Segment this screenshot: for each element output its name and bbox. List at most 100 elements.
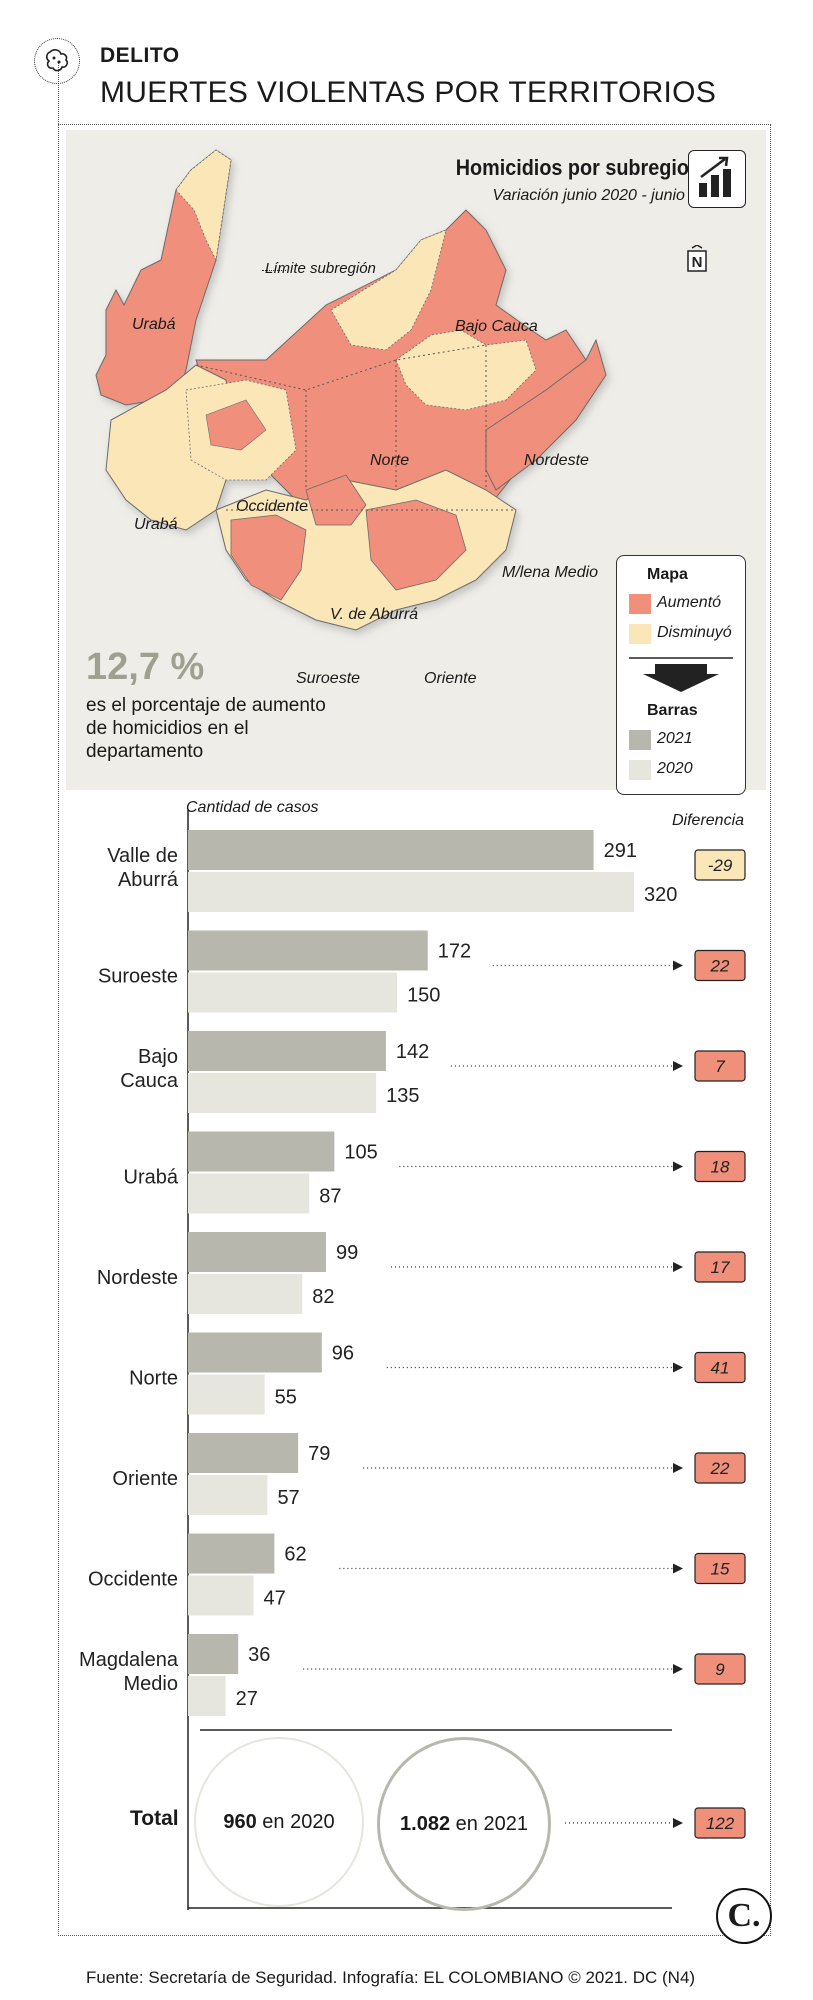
map-title: Homicidios por subregiones (455, 155, 723, 180)
bar-2021 (188, 1232, 326, 1272)
legend-2021-swatch (629, 730, 651, 750)
difference-value: 22 (710, 957, 730, 976)
bar-2021 (188, 830, 594, 870)
difference-badge (694, 1351, 746, 1384)
category-label: Suroeste (98, 966, 178, 988)
bar-2020 (188, 1475, 268, 1515)
total-2020-suffix: en 2020 (256, 1810, 335, 1833)
region-label-norte: Norte (370, 452, 410, 469)
bar-2020 (188, 1073, 377, 1113)
region-label-oriente: Oriente (424, 670, 477, 687)
summary-percentage: 12,7 % (86, 646, 205, 688)
arrow-icon (673, 1262, 683, 1272)
bar-2021 (188, 1031, 386, 1071)
value-label-2020: 135 (386, 1085, 419, 1107)
value-label-2021: 142 (396, 1041, 429, 1063)
arrow-icon (673, 960, 683, 971)
value-label-2021: 96 (332, 1343, 354, 1365)
category-label: Valle de Aburrá (107, 845, 179, 891)
difference-badge (694, 949, 746, 982)
region-label-suroeste: Suroeste (296, 670, 361, 687)
value-label-2021: 99 (336, 1242, 358, 1264)
value-label-2020: 27 (236, 1688, 258, 1710)
difference-value: 41 (711, 1359, 730, 1378)
total-2021-suffix: en 2021 (450, 1812, 528, 1835)
bar-2020 (188, 1173, 310, 1214)
region-label-bajo-cauca: Bajo Cauca (455, 318, 538, 335)
difference-badge (694, 1552, 746, 1585)
north-arrow-icon: N (686, 244, 708, 273)
difference-value: 9 (715, 1660, 725, 1679)
limit-legend-label: Límite subregión (265, 260, 376, 277)
region-magdalena-medio (485, 338, 607, 491)
bar-2021 (188, 1332, 322, 1373)
bar-2020 (188, 1676, 226, 1716)
brand-logo: C. (716, 1888, 772, 1944)
difference-value: 15 (711, 1560, 730, 1579)
region-label-nordeste: Nordeste (524, 452, 589, 469)
category-label: Magdalena Medio (79, 1649, 179, 1695)
value-label-2020: 150 (407, 985, 440, 1007)
axis-label: Cantidad de casos (186, 799, 319, 816)
legend-bars-heading: Barras (647, 702, 698, 719)
value-label-2020: 55 (275, 1387, 297, 1409)
region-bajo-cauca (330, 229, 447, 351)
difference-value: 7 (715, 1057, 725, 1076)
arrow-icon (673, 1362, 683, 1373)
difference-value: 22 (710, 1459, 730, 1478)
limit-legend-line (262, 270, 286, 271)
total-label: Total (130, 1807, 179, 1830)
bar-2021 (188, 1131, 335, 1172)
total-2021-circle: 1.082 en 2021 (377, 1737, 551, 1911)
difference-badge (694, 1452, 746, 1484)
arrow-icon (673, 1664, 683, 1674)
difference-value: -29 (708, 856, 733, 875)
legend-decrease-swatch (629, 624, 651, 644)
difference-badge (694, 1150, 746, 1183)
total-2020-circle: 960 en 2020 (194, 1737, 364, 1907)
bar-2020 (188, 1575, 254, 1616)
category-label: Oriente (112, 1468, 178, 1490)
region-label-occidente: Occidente (236, 498, 309, 515)
arrow-icon (673, 1161, 683, 1172)
bar-2021 (188, 1433, 299, 1473)
bar-2020 (188, 1374, 265, 1415)
legend-map-heading: Mapa (647, 566, 688, 583)
section-label: DELITO (100, 44, 180, 67)
legend-increase-label: Aumentó (657, 594, 722, 611)
region-suroeste (230, 514, 307, 601)
summary-text: es el porcentaje de aumento de homicidio… (86, 695, 326, 762)
total-arrow-icon (673, 1818, 683, 1828)
region-label-uraba-south: Urabá (134, 516, 178, 533)
total-difference-value: 122 (706, 1814, 735, 1833)
region-valle-aburra (305, 474, 367, 526)
bar-2021 (188, 1634, 239, 1674)
total-2021-value: 1.082 (400, 1812, 451, 1835)
region-label-valle-aburra: V. de Aburrá (330, 606, 419, 623)
category-label: Occidente (88, 1569, 178, 1591)
category-label: Urabá (124, 1167, 179, 1189)
antioquia-map (95, 149, 607, 631)
arrow-icon (673, 1463, 683, 1473)
value-label-2021: 291 (604, 840, 637, 862)
value-label-2021: 36 (248, 1644, 270, 1666)
legend-2020-label: 2020 (657, 760, 693, 777)
value-label-2020: 320 (644, 884, 677, 906)
difference-badge (694, 1653, 746, 1685)
bar-chart-icon (688, 150, 746, 208)
category-label: Bajo Cauca (120, 1046, 179, 1092)
region-oriente (365, 499, 467, 591)
crime-section-icon (34, 38, 80, 84)
value-label-2021: 62 (284, 1544, 306, 1566)
region-label-magdalena-medio: M/lena Medio (502, 564, 599, 581)
value-label-2021: 79 (308, 1443, 330, 1465)
difference-value: 17 (711, 1258, 730, 1277)
value-label-2020: 57 (277, 1487, 299, 1509)
legend-arrow-icon (629, 657, 733, 692)
legend: Mapa Aumentó Disminuyó Barras 2021 2020 (616, 555, 746, 795)
source-note: Fuente: Secretaría de Seguridad. Infogra… (86, 1968, 696, 1987)
page-title: MUERTES VIOLENTAS POR TERRITORIOS (100, 76, 717, 109)
map-subtitle: Variación junio 2020 - junio 2021 (492, 187, 725, 204)
difference-value: 18 (711, 1158, 730, 1177)
